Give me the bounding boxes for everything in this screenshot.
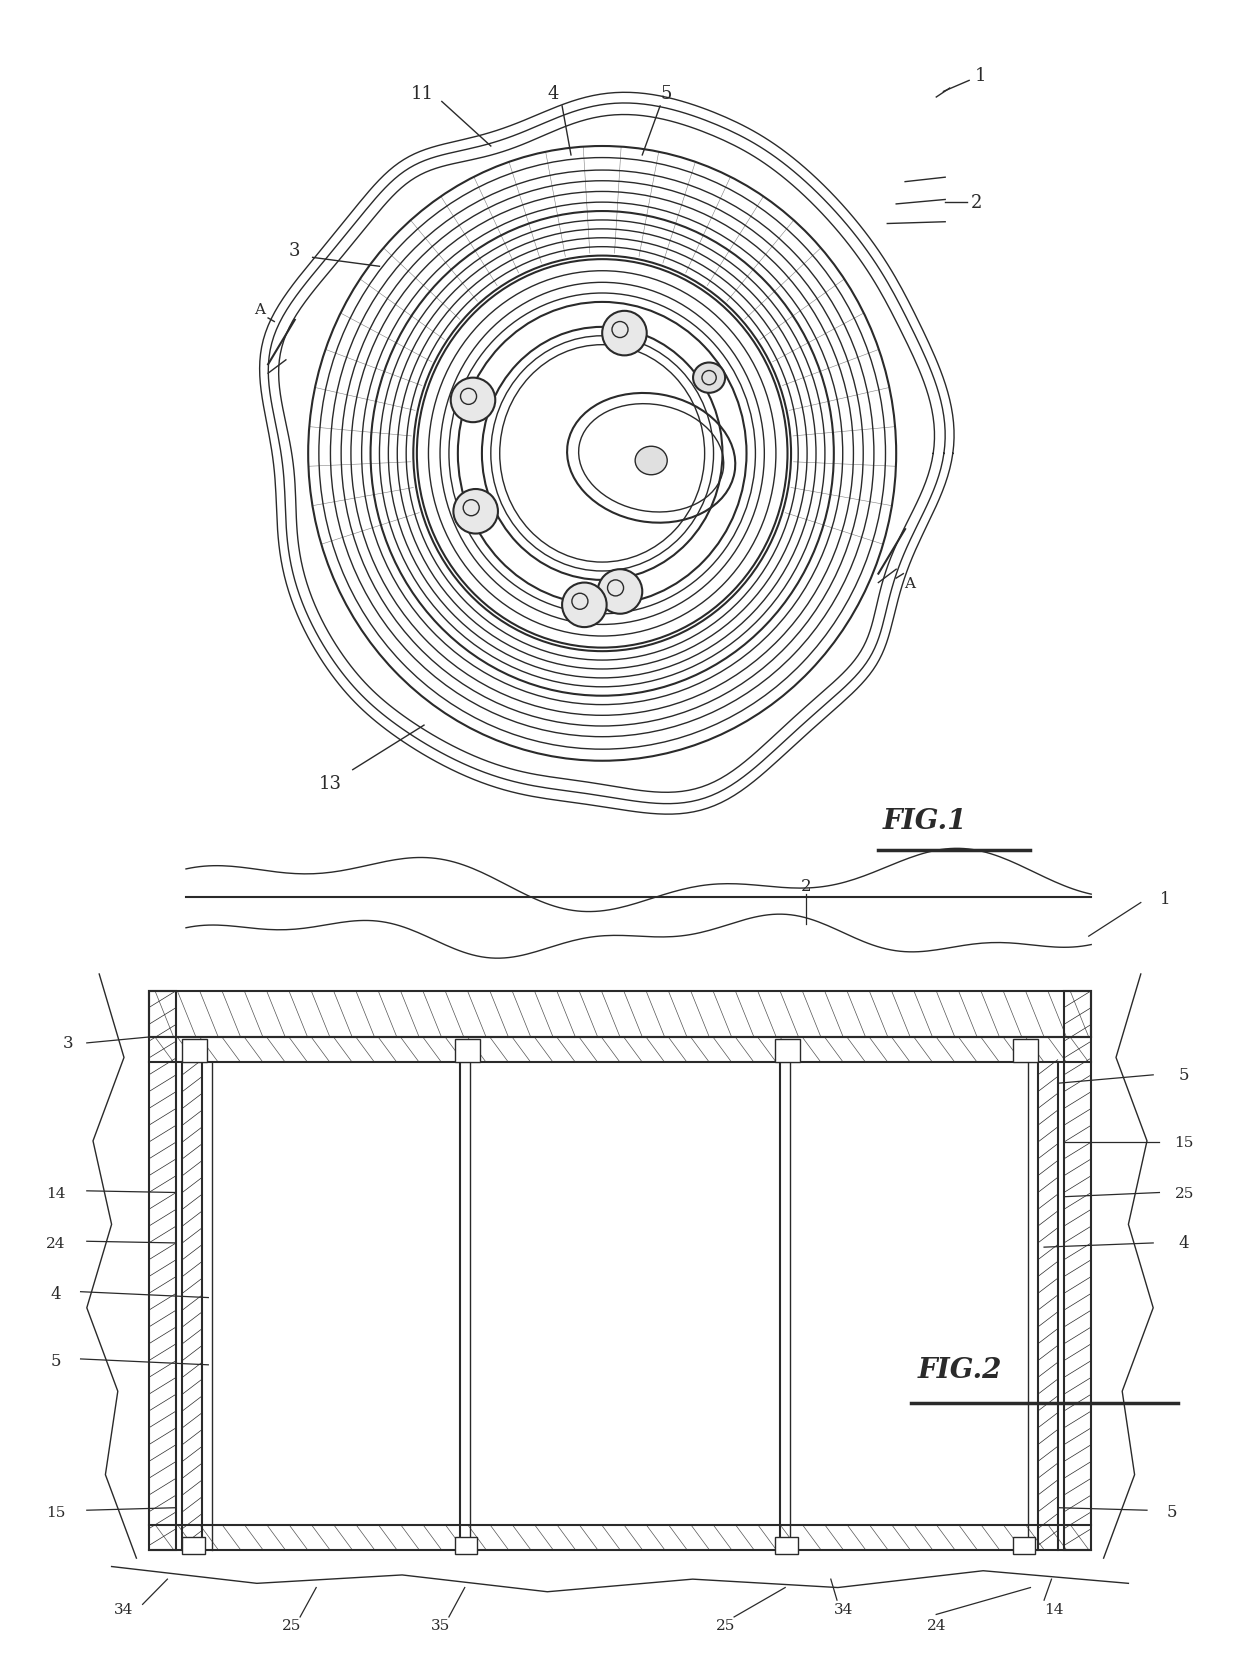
Text: 15: 15 — [1174, 1136, 1194, 1149]
Text: 13: 13 — [319, 774, 342, 793]
Text: FIG.1: FIG.1 — [883, 806, 967, 833]
Text: 11: 11 — [410, 84, 434, 102]
Bar — [149, 991, 1091, 1037]
Bar — [1064, 991, 1091, 1549]
Ellipse shape — [693, 363, 725, 393]
Text: 3: 3 — [63, 1035, 73, 1052]
Bar — [775, 1038, 800, 1063]
Text: 2: 2 — [801, 877, 811, 895]
Text: 4: 4 — [1179, 1235, 1189, 1252]
Text: FIG.2: FIG.2 — [918, 1357, 1002, 1384]
Ellipse shape — [450, 378, 495, 423]
Bar — [182, 1038, 207, 1063]
Text: 5: 5 — [51, 1352, 61, 1369]
Ellipse shape — [598, 570, 642, 615]
Bar — [1013, 1038, 1038, 1063]
Ellipse shape — [603, 311, 647, 356]
Text: 2: 2 — [971, 193, 982, 212]
Text: 14: 14 — [46, 1186, 66, 1200]
Bar — [775, 1537, 797, 1554]
Text: A: A — [904, 576, 915, 590]
Bar — [455, 1537, 477, 1554]
Text: 5: 5 — [1179, 1067, 1189, 1084]
Text: 1: 1 — [1161, 890, 1171, 907]
Ellipse shape — [454, 491, 498, 534]
Text: 1: 1 — [975, 67, 987, 84]
Text: 34: 34 — [114, 1601, 134, 1616]
Text: 24: 24 — [46, 1236, 66, 1250]
Text: 25: 25 — [1174, 1186, 1194, 1200]
Text: 24: 24 — [926, 1618, 946, 1633]
Text: 25: 25 — [715, 1618, 735, 1633]
Text: 25: 25 — [281, 1618, 301, 1633]
Text: 14: 14 — [1044, 1601, 1064, 1616]
Text: 4: 4 — [548, 84, 559, 102]
Bar — [149, 991, 176, 1549]
Text: 5: 5 — [661, 84, 672, 102]
Text: A: A — [254, 302, 264, 318]
Text: 15: 15 — [46, 1505, 66, 1519]
Bar — [182, 1537, 205, 1554]
Text: 3: 3 — [289, 242, 300, 260]
Bar — [1013, 1537, 1035, 1554]
Text: 4: 4 — [51, 1285, 61, 1302]
Text: 35: 35 — [430, 1618, 450, 1633]
Ellipse shape — [635, 447, 667, 475]
Bar — [455, 1038, 480, 1063]
Ellipse shape — [562, 583, 606, 628]
Text: 34: 34 — [833, 1601, 853, 1616]
Text: 5: 5 — [1167, 1504, 1177, 1520]
